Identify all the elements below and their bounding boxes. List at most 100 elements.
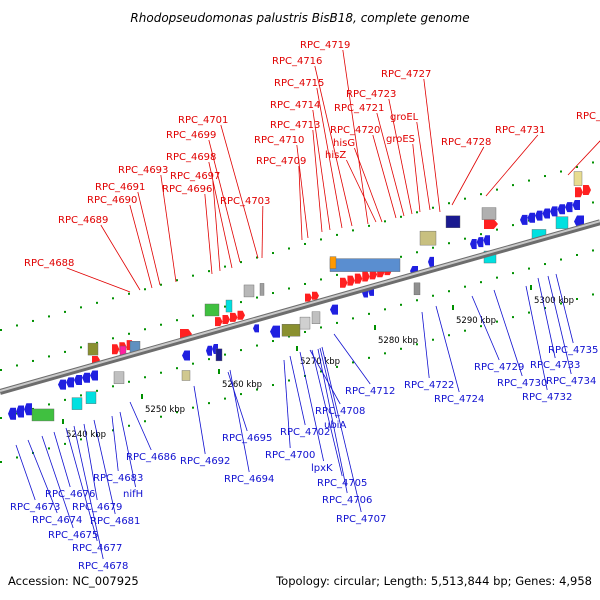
- gene-block: [85, 391, 97, 404]
- gene-block: [113, 371, 125, 384]
- label-leader: [220, 124, 259, 259]
- gene-label: RPC_4700: [265, 450, 315, 461]
- label-leader: [309, 349, 341, 405]
- gene-block: [31, 408, 55, 422]
- gene-label: RPC_4734: [546, 376, 596, 387]
- gene-label: RPC_4722: [404, 380, 454, 391]
- gene-label: lpxK: [311, 463, 333, 474]
- axis-label: 5290 kbp: [456, 316, 496, 326]
- gene-arrow: [484, 219, 498, 230]
- label-leader: [435, 305, 460, 393]
- gene-label: RPC_4692: [180, 456, 230, 467]
- gene-label: RPC_4706: [322, 495, 372, 506]
- label-leader: [227, 371, 248, 432]
- axis-bar: [0, 220, 600, 392]
- label-leader: [376, 112, 405, 217]
- label-leader: [15, 444, 36, 501]
- gene-block: [555, 216, 569, 229]
- gene-block: [259, 283, 265, 296]
- gene-label: RPC_4732: [522, 392, 572, 403]
- axis-tick: [62, 419, 64, 424]
- gene-label: RPC_4701: [178, 115, 228, 126]
- gene-block: [215, 348, 223, 362]
- label-leader: [333, 333, 371, 385]
- axis-tick: [296, 346, 298, 351]
- gene-arrow: [182, 350, 190, 361]
- axis-tick: [452, 305, 454, 310]
- label-leader: [111, 415, 119, 472]
- label-leader: [100, 224, 141, 291]
- label-leader: [41, 435, 74, 529]
- label-leader: [493, 289, 523, 377]
- gene-label: RPC_4710: [254, 135, 304, 146]
- axis-tick: [141, 394, 143, 399]
- label-leader: [388, 98, 413, 215]
- gene-block: [225, 299, 233, 313]
- gene-arrow: [305, 291, 319, 302]
- track-guide: [0, 161, 594, 331]
- gene-arrow: [58, 370, 98, 390]
- gene-arrow: [470, 235, 490, 249]
- label-leader: [316, 87, 343, 229]
- gene-label: RPC_4721: [334, 103, 384, 114]
- gene-block: [481, 207, 497, 220]
- gene-label: RPC_4723: [346, 89, 396, 100]
- label-leader: [204, 193, 213, 275]
- axis-tick: [218, 369, 220, 374]
- gene-label: RPC_4697: [170, 171, 220, 182]
- gene-label: RPC_4729: [474, 362, 524, 373]
- label-leader: [261, 205, 264, 259]
- label-leaders: [15, 49, 600, 560]
- gene-label: RPC_4712: [345, 386, 395, 397]
- gene-label: RPC_4679: [72, 502, 122, 513]
- gene-block: [311, 311, 321, 324]
- gene-label: groEL: [390, 112, 419, 123]
- gene-label: RPC_4716: [272, 56, 322, 67]
- gene-block: [281, 323, 301, 337]
- axis-label: 5270 kbp: [300, 357, 340, 367]
- gene-label: RPC_4719: [300, 40, 350, 51]
- label-leader: [283, 359, 291, 449]
- gene-block: [419, 230, 437, 246]
- axis-tick: [374, 325, 376, 330]
- label-leader: [129, 204, 153, 289]
- label-leader: [412, 143, 421, 213]
- gene-block: [329, 258, 401, 272]
- label-leader: [555, 273, 574, 344]
- gene-label: RPC_4696: [162, 184, 212, 195]
- gene-labels: RPC_4688 RPC_4689 RPC_4690 RPC_4691 RPC_4693…: [10, 40, 600, 572]
- gene-label: RPC_4698: [166, 152, 216, 163]
- label-leader: [93, 419, 116, 515]
- label-leader: [547, 275, 572, 375]
- gene-label: RPC_4707: [336, 514, 386, 525]
- gene-label: RPC_4676: [45, 489, 95, 500]
- label-leader: [119, 411, 136, 488]
- label-leader: [342, 49, 369, 225]
- gene-label: RPC_4681: [90, 516, 140, 527]
- axis-label: 5280 kbp: [378, 336, 418, 346]
- gene-label: RPC_4735: [548, 345, 598, 356]
- label-leader: [311, 349, 343, 477]
- label-leader: [73, 425, 104, 560]
- gene-label: RPC_4699: [166, 130, 216, 141]
- label-leader: [298, 165, 303, 241]
- gene-label: RPC_4730: [497, 378, 547, 389]
- gene-block: [573, 171, 583, 186]
- gene-block: [71, 397, 83, 410]
- label-leader: [314, 65, 353, 227]
- gene-arrow: [520, 199, 580, 225]
- label-leader: [354, 147, 383, 223]
- gene-block: [299, 316, 311, 330]
- label-leader: [208, 161, 233, 269]
- gene-label: RPC_4693: [118, 165, 168, 176]
- gene-label: RPC_4708: [315, 406, 365, 417]
- gene-label: nifH: [123, 489, 143, 500]
- label-leader: [83, 423, 98, 501]
- gene-arrow: [8, 403, 32, 420]
- gene-label: RPC_4675: [48, 530, 98, 541]
- gene-label: RPC_4740: [576, 111, 600, 122]
- gene-label: RPC_4686: [126, 452, 176, 463]
- label-leader: [346, 159, 377, 223]
- gene-arrow: [270, 325, 280, 338]
